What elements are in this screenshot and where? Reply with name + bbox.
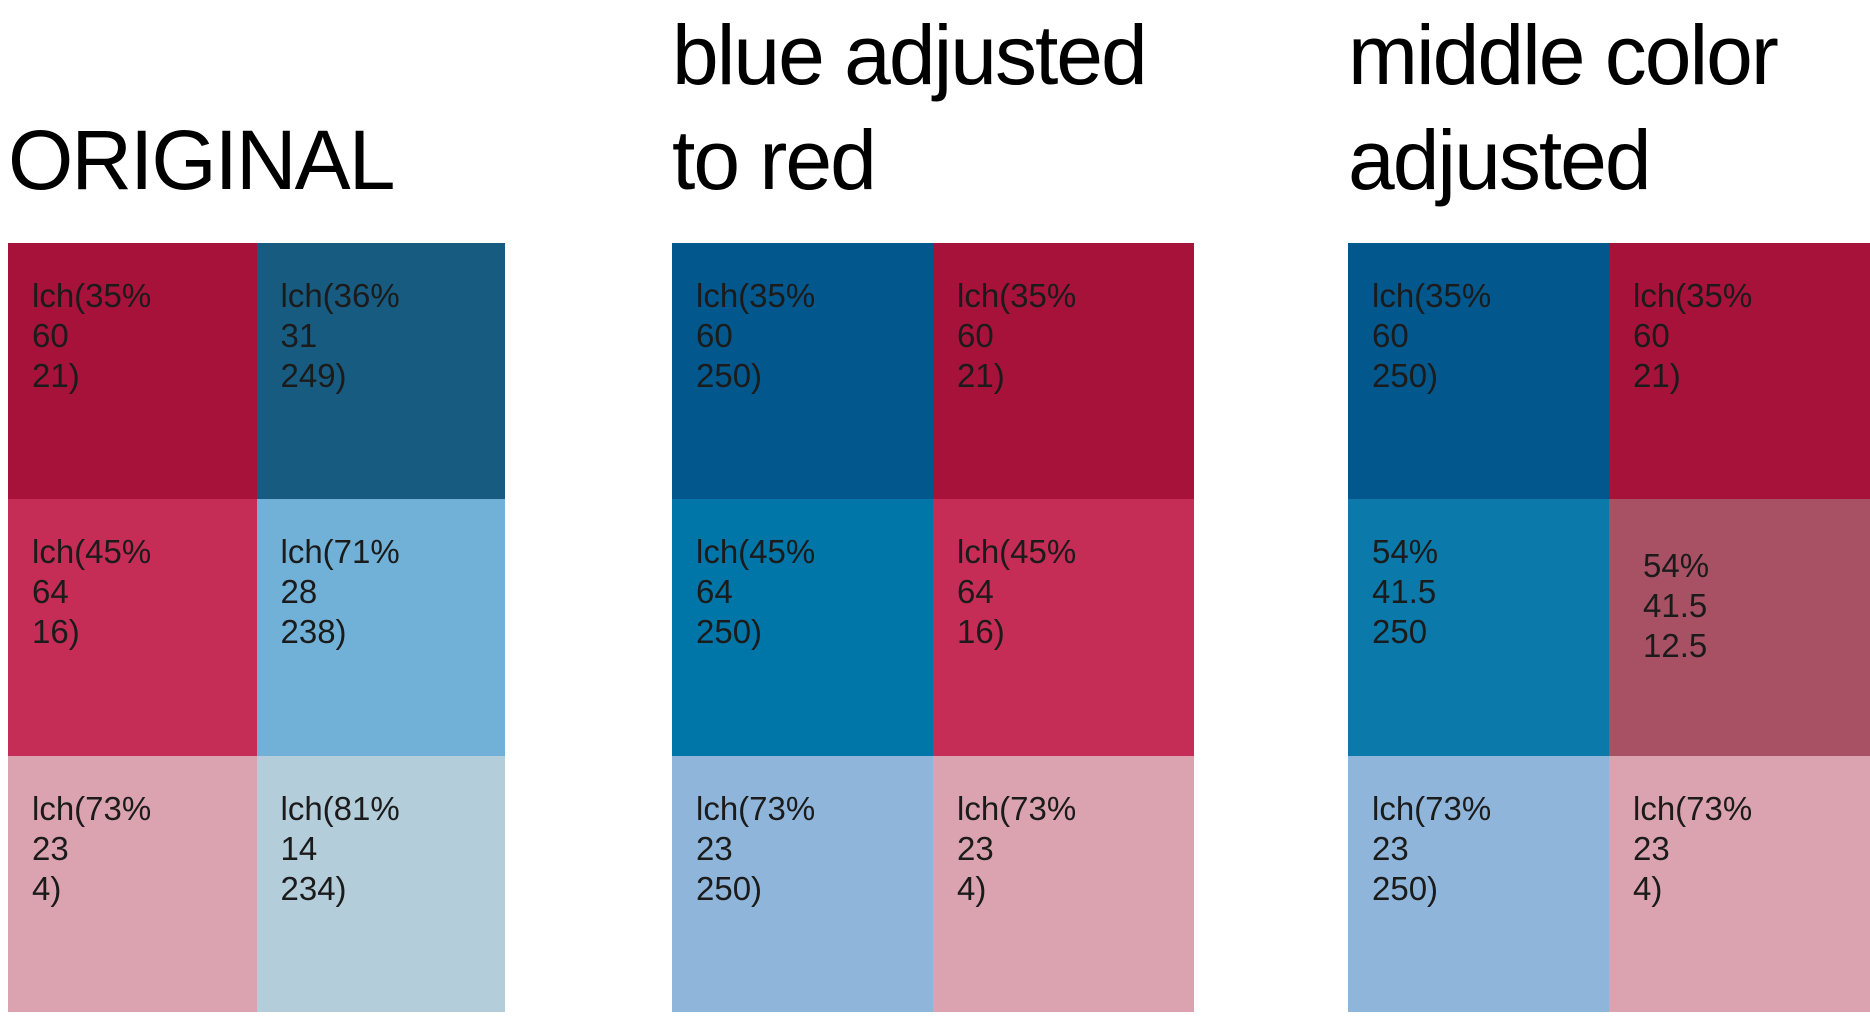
- swatch-label: lch(73% 23 250): [1372, 789, 1492, 907]
- swatch-cell: lch(35% 60 21): [1609, 243, 1870, 500]
- group-title: ORIGINAL: [8, 113, 395, 207]
- swatch-cell: lch(45% 64 16): [8, 499, 257, 756]
- group-middle-color-adjusted: middle color adjusted lch(35% 60 250) lc…: [1348, 0, 1870, 1012]
- swatch-grid: lch(35% 60 250) lch(35% 60 21) lch(45% 6…: [672, 243, 1194, 1012]
- group-title-box: blue adjusted to red: [672, 0, 1194, 243]
- swatch-label: 54% 41.5 250: [1372, 533, 1439, 651]
- swatch-label: lch(35% 60 21): [1633, 277, 1753, 394]
- swatch-cell: lch(73% 23 4): [1609, 755, 1870, 1012]
- swatch-cell: lch(73% 23 4): [8, 755, 257, 1012]
- group-title-box: ORIGINAL: [8, 0, 505, 243]
- swatch-cell: lch(73% 23 250): [1348, 755, 1609, 1012]
- swatch-grid: lch(35% 60 21) lch(36% 31 249) lch(45% 6…: [8, 243, 505, 1012]
- swatch-cell: lch(71% 28 238): [256, 499, 505, 756]
- swatch-cell: 54% 41.5 12.5: [1609, 499, 1870, 756]
- group-original: ORIGINAL lch(35% 60 21) lch(36% 31 249) …: [8, 0, 505, 1012]
- swatch-label: lch(35% 60 250): [1372, 277, 1492, 394]
- group-title: blue adjusted to red: [672, 8, 1148, 207]
- swatch-cell: lch(73% 23 250): [672, 755, 933, 1012]
- group-blue-adjusted-to-red: blue adjusted to red lch(35% 60 250) lch…: [672, 0, 1194, 1012]
- swatch-label: lch(35% 60 250): [696, 277, 816, 394]
- swatch-label: 54% 41.5 12.5: [1643, 547, 1710, 665]
- swatch-label: lch(71% 28 238): [280, 533, 400, 651]
- swatch-label: lch(73% 23 4): [32, 789, 152, 907]
- group-title-box: middle color adjusted: [1348, 0, 1870, 243]
- swatch-cell: lch(35% 60 250): [1348, 243, 1609, 500]
- swatch-cell: lch(81% 14 234): [256, 755, 505, 1012]
- swatch-label: lch(35% 60 21): [957, 277, 1077, 394]
- swatch-label: lch(73% 23 4): [1633, 789, 1753, 907]
- group-title: middle color adjusted: [1348, 8, 1779, 207]
- swatch-cell: lch(36% 31 249): [256, 243, 505, 500]
- swatch-label: lch(45% 64 16): [32, 533, 152, 651]
- swatch-cell: lch(45% 64 250): [672, 499, 933, 756]
- swatch-label: lch(81% 14 234): [280, 789, 400, 907]
- swatch-label: lch(73% 23 250): [696, 789, 816, 907]
- swatch-cell: lch(35% 60 250): [672, 243, 933, 500]
- swatch-cell: lch(73% 23 4): [933, 755, 1194, 1012]
- swatch-cell: lch(35% 60 21): [8, 243, 257, 500]
- swatch-label: lch(35% 60 21): [32, 277, 152, 394]
- swatch-label: lch(73% 23 4): [957, 789, 1077, 907]
- swatch-cell: lch(35% 60 21): [933, 243, 1194, 500]
- swatch-cell: 54% 41.5 250: [1348, 499, 1609, 756]
- swatch-grid: lch(35% 60 250) lch(35% 60 21) 54% 41.5 …: [1348, 243, 1870, 1012]
- swatch-label: lch(45% 64 16): [957, 533, 1077, 651]
- swatch-label: lch(36% 31 249): [280, 277, 400, 394]
- swatch-label: lch(45% 64 250): [696, 533, 816, 651]
- swatch-cell: lch(45% 64 16): [933, 499, 1194, 756]
